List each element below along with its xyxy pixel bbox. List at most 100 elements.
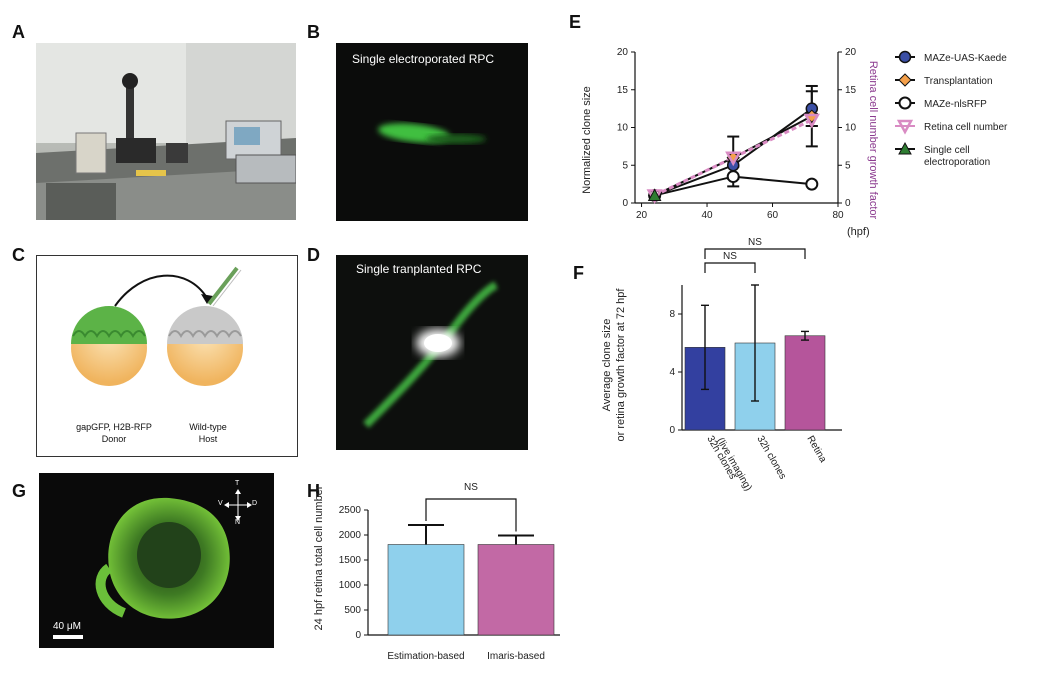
series-point	[898, 96, 912, 110]
compass-top: T	[235, 480, 240, 487]
chart-e-y2-tick-label: 15	[845, 85, 857, 96]
series-point	[803, 113, 820, 129]
panel-label-c: C	[12, 245, 25, 265]
transplantation-illustration	[71, 266, 243, 386]
chart-h: 0 500 1000 1500 2000 2500 Estimation-based Ima…	[313, 482, 560, 662]
chart-e-y2-tick-label: 5	[845, 160, 851, 171]
bar-category-label-1: 32h clones	[754, 434, 788, 481]
legend-label-4: electroporation	[924, 157, 990, 168]
significance-label-0: NS	[464, 482, 478, 493]
lab-setup-illustration	[36, 43, 296, 220]
series-point	[647, 188, 662, 201]
retina-3d-image: T V D N 40 μM	[39, 473, 274, 648]
transplanted-rpc-image: Single tranplanted RPC	[336, 255, 528, 450]
chart-e-series	[646, 84, 820, 205]
panel-label-b: B	[307, 22, 320, 42]
series-point	[726, 170, 740, 184]
panel-label-e: E	[569, 12, 582, 32]
chart-e-y-tick-label: 5	[622, 160, 628, 171]
bar-category-label-1: Imaris-based	[487, 651, 545, 662]
legend-label-1: Transplantation	[924, 76, 993, 87]
panel-label-f: F	[573, 263, 584, 283]
chart-h-ylabel: 24 hpf retina total cell number	[313, 485, 325, 630]
electroporated-cell-illustration	[378, 123, 486, 144]
chart-f-y-tick-label: 8	[669, 309, 675, 320]
series-point	[725, 151, 742, 167]
bar-0	[387, 544, 465, 636]
panel-label-g: G	[12, 481, 27, 501]
series-point	[805, 177, 819, 191]
chart-f-ylabel-line1: Average clone size	[601, 319, 613, 412]
transplantation-diagram: gapGFP, H2B-RFP Donor Wild-type Host	[36, 255, 298, 457]
host-role: Host	[198, 434, 218, 444]
chart-e-legend: MAZe-UAS-Kaede Transplantation MAZe-nlsRFP…	[895, 50, 1008, 168]
chart-e-y-tick-label: 10	[617, 123, 629, 134]
chart-f-ylabel-line2: or retina growth factor at 72 hpf	[615, 288, 627, 442]
compass-left: V	[218, 500, 223, 507]
bar-category-label-0: Estimation-based	[387, 651, 464, 662]
transplanted-cell-illustration	[363, 281, 498, 428]
chart-e-y2-tick-label: 10	[845, 123, 857, 134]
chart-f-significance: NS NS	[704, 237, 806, 273]
scale-bar	[53, 635, 83, 639]
donor-role: Donor	[101, 434, 127, 444]
donor-genotype: gapGFP, H2B-RFP	[76, 422, 152, 432]
legend-label-4: Single cell	[924, 145, 970, 156]
panel-label-a: A	[12, 22, 25, 42]
chart-h-y-tick-label: 1000	[339, 580, 362, 591]
significance-bracket-0	[704, 262, 756, 273]
chart-e-x-tick-label: 60	[767, 210, 779, 221]
chart-h-y-tick-label: 1500	[339, 555, 362, 566]
donor-label: gapGFP, H2B-RFP Donor	[59, 421, 169, 445]
chart-f-bars: 32h clones(live imaging) 32h clones Retina	[684, 284, 829, 493]
bar-1	[477, 544, 555, 636]
chart-h-y-tick-label: 500	[344, 605, 361, 616]
chart-e-xlabel: (hpf)	[847, 226, 870, 238]
chart-h-significance: NS	[425, 482, 517, 532]
chart-f-y-tick-label: 0	[669, 425, 675, 436]
significance-label-1: NS	[748, 237, 762, 248]
chart-e-x-tick-label: 20	[636, 210, 648, 221]
chart-e-x-tick-label: 40	[701, 210, 713, 221]
host-genotype: Wild-type	[189, 422, 227, 432]
chart-e-axes: 0 5 10 15 20 0 5 10 15 20 20 40 60 80	[617, 47, 857, 221]
significance-bracket-0	[425, 498, 517, 532]
chart-e-y2-tick-label: 0	[845, 198, 851, 209]
retina-illustration	[95, 497, 230, 619]
chart-e-y2label: Retina cell number growth factor	[867, 61, 879, 220]
orientation-compass: T V D N	[218, 480, 258, 527]
legend-label-0: MAZe-UAS-Kaede	[924, 53, 1007, 64]
compass-right: D	[252, 500, 258, 507]
series-point	[898, 50, 912, 64]
bar-2	[784, 335, 826, 431]
series-point	[898, 141, 912, 155]
significance-bracket-1	[704, 248, 806, 259]
chart-e-y-tick-label: 15	[617, 85, 629, 96]
legend-label-3: Retina cell number	[924, 122, 1008, 133]
chart-e-y-tick-label: 20	[617, 47, 629, 58]
chart-f: 048 32h clones(live imaging) 32h clones Re…	[601, 237, 842, 493]
chart-e-ylabel: Normalized clone size	[581, 86, 593, 194]
chart-e-y-tick-label: 0	[622, 198, 628, 209]
panel-label-h: H	[307, 481, 320, 501]
host-label: Wild-type Host	[163, 421, 253, 445]
chart-e-y2-tick-label: 20	[845, 47, 857, 58]
scale-bar-label: 40 μM	[53, 621, 81, 632]
series-point	[898, 73, 912, 87]
chart-e-x-tick-label: 80	[832, 210, 844, 221]
compass-bottom: N	[235, 519, 241, 526]
electroporated-caption: Single electroporated RPC	[352, 52, 495, 66]
chart-h-y-tick-label: 2500	[339, 505, 362, 516]
chart-h-y-tick-label: 0	[355, 630, 361, 641]
significance-label-0: NS	[723, 251, 737, 262]
legend-label-2: MAZe-nlsRFP	[924, 99, 987, 110]
lab-setup-photo	[36, 43, 296, 220]
chart-f-y-tick-label: 4	[669, 367, 675, 378]
bar-category-label-2: Retina	[804, 434, 828, 465]
series-point	[896, 119, 914, 135]
chart-e: 0 5 10 15 20 0 5 10 15 20 20 40 60 80 MAZe-UAS-Kaede T…	[581, 47, 1008, 238]
panel-label-d: D	[307, 245, 320, 265]
electroporated-rpc-image: Single electroporated RPC	[336, 43, 528, 221]
series-line	[653, 118, 813, 197]
chart-h-bars: Estimation-based Imaris-based	[387, 524, 555, 662]
